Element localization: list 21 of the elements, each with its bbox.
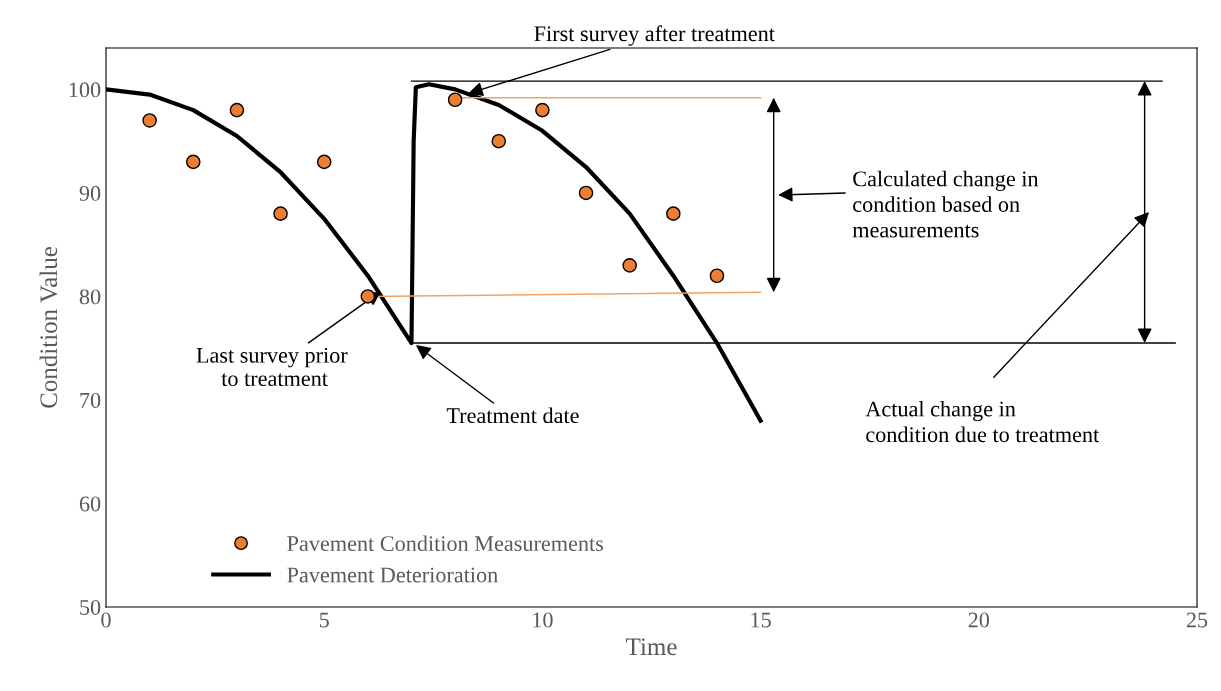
annotation: First survey after treatment: [534, 25, 775, 46]
annotation: Calculated change in condition based on measurements: [852, 170, 1039, 238]
annotation: Treatment date: [446, 407, 579, 424]
x-tick-label: 15: [751, 612, 771, 628]
x-tick-label: 10: [533, 612, 553, 628]
y-tick-label: 60: [79, 496, 101, 512]
x-axis-title: Time: [626, 638, 677, 656]
x-tick-label: 20: [968, 612, 990, 628]
annotation: Actual change in condition due to treatment: [865, 400, 1100, 443]
y-tick-label: 70: [80, 392, 101, 408]
annotation: Last survey prior to treatment: [196, 347, 348, 387]
x-tick-label: 25: [1186, 612, 1208, 628]
legend-label: Pavement Deterioration: [287, 567, 498, 583]
y-axis-title: Condition Value: [39, 247, 58, 408]
y-tick-label: 100: [69, 82, 101, 98]
x-tick-label: 5: [319, 612, 329, 628]
x-tick-label: 0: [101, 612, 111, 628]
y-tick-label: 80: [79, 289, 101, 305]
y-tick-label: 50: [80, 599, 101, 615]
legend-label: Pavement Condition Measurements: [287, 535, 604, 552]
y-tick-label: 90: [79, 185, 101, 201]
